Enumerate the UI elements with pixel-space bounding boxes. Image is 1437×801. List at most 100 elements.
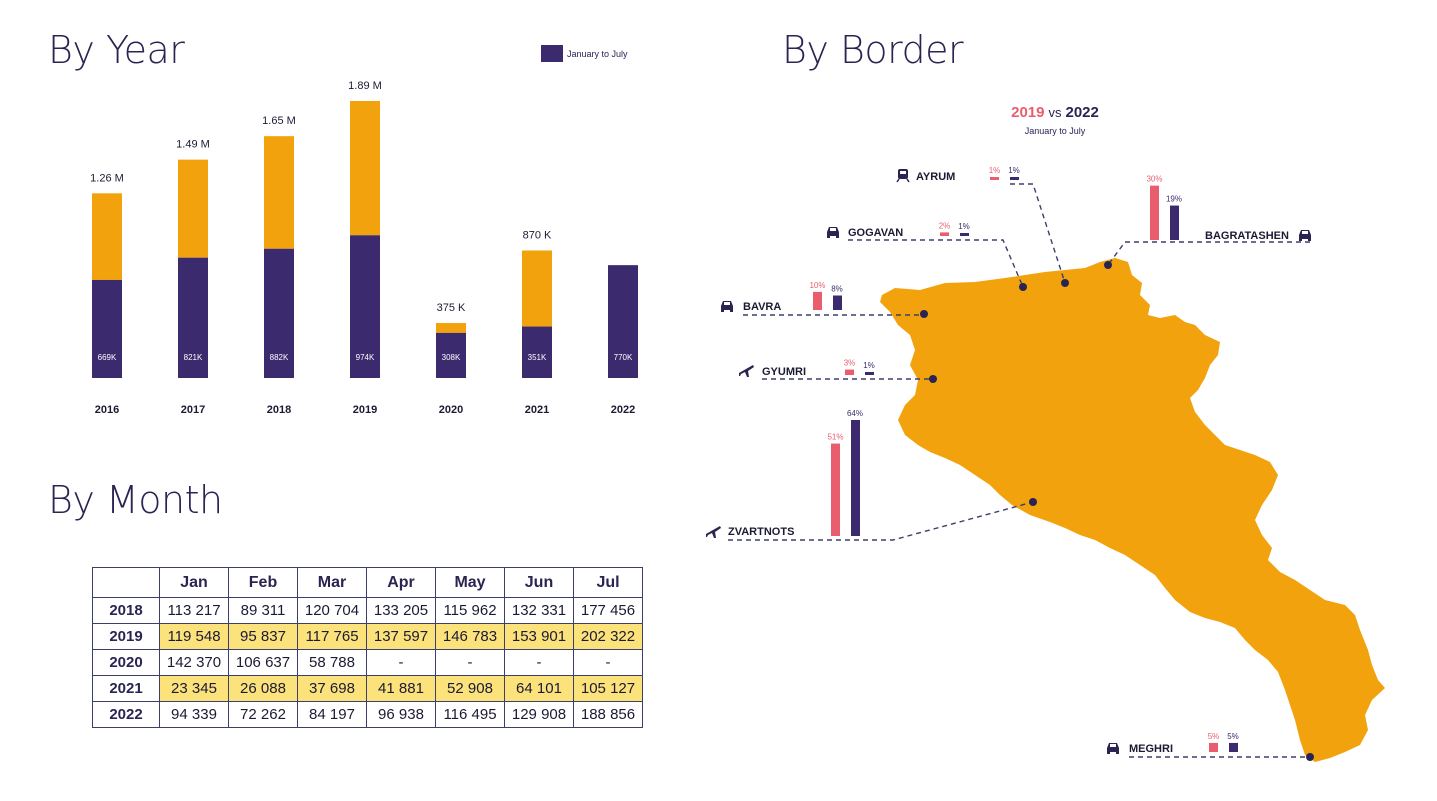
- bar-2022-gogavan: [960, 233, 969, 236]
- plane-icon: [739, 365, 754, 377]
- location-dot: [929, 375, 937, 383]
- value-label-2022: 8%: [831, 285, 843, 294]
- value-label-2022: 1%: [1008, 166, 1020, 175]
- jan-jul-value-label: 882K: [270, 353, 289, 362]
- table-cell: 132 331: [504, 597, 574, 624]
- by-month-title: By Month: [48, 478, 223, 522]
- x-tick-label: 2017: [181, 404, 205, 416]
- value-label-2022: 1%: [958, 222, 970, 231]
- car-icon: [827, 227, 839, 238]
- table-cell: 153 901: [504, 623, 574, 650]
- table-cell: -: [366, 649, 436, 676]
- total-value-label: 1.49 M: [176, 139, 210, 151]
- x-tick-label: 2020: [439, 404, 463, 416]
- jan-jul-bar-2020: [436, 332, 466, 378]
- border-subtitle: 2019 vs 2022: [1011, 104, 1099, 121]
- table-cell: 37 698: [297, 675, 367, 702]
- crossing-name-label: BAGRATASHEN: [1205, 230, 1289, 242]
- table-cell: 137 597: [366, 623, 436, 650]
- total-value-label: 1.65 M: [262, 115, 296, 127]
- value-label-2019: 51%: [827, 433, 843, 442]
- value-label-2019: 1%: [989, 166, 1001, 175]
- jan-jul-value-label: 351K: [528, 353, 547, 362]
- x-tick-label: 2019: [353, 404, 377, 416]
- leader-line: [848, 239, 1024, 288]
- value-label-2019: 5%: [1208, 732, 1220, 741]
- total-value-label: 375 K: [437, 302, 466, 314]
- total-bar-2018: [264, 136, 294, 249]
- crossing-name-label: GYUMRI: [762, 366, 806, 378]
- bar-2022-meghri: [1229, 742, 1238, 752]
- table-cell: 23 345: [159, 675, 229, 702]
- location-dot: [1019, 283, 1027, 291]
- by-month-table: Jan Feb Mar Apr May Jun Jul 2018 113 217 89 311 1…: [92, 567, 643, 728]
- total-bar-2020: [436, 323, 466, 333]
- value-label-2022: 19%: [1166, 195, 1182, 204]
- bar-2022-bavra: [833, 295, 842, 310]
- bar-2019-ayrum: [990, 177, 999, 180]
- value-label-2022: 1%: [863, 361, 875, 370]
- bar-2019-gogavan: [940, 232, 949, 236]
- border-crossing-zvartnots: ZVARTNOTS 51% 64%: [706, 409, 1037, 541]
- border-crossing-ayrum: AYRUM 1% 1%: [896, 166, 1069, 287]
- chart-legend: January to July: [541, 45, 628, 62]
- plane-icon: [706, 526, 721, 538]
- row-year-label: 2020: [92, 649, 160, 676]
- value-label-2022: 64%: [847, 409, 863, 418]
- table-cell: 188 856: [573, 701, 643, 728]
- bar-2019-bavra: [813, 291, 822, 310]
- total-bar-2017: [178, 159, 208, 258]
- table-row: 2022 94 339 72 262 84 197 96 938 116 495 129 9…: [92, 701, 643, 728]
- total-value-label: 1.26 M: [90, 172, 124, 184]
- row-year-label: 2022: [92, 701, 160, 728]
- by-year-chart: 669K 1.26 M 2016 821K 1.49 M 2017 882K 1.65 M 20…: [90, 80, 638, 416]
- subtitle-year-a: 2019: [1011, 104, 1044, 121]
- month-header-jul: Jul: [573, 567, 643, 598]
- border-crossing-gyumri: GYUMRI 3% 1%: [739, 359, 937, 383]
- table-cell: 115 962: [435, 597, 505, 624]
- jan-jul-bar-2022: [608, 265, 638, 378]
- train-icon: [896, 169, 910, 183]
- jan-jul-value-label: 974K: [356, 353, 375, 362]
- table-row: 2019 119 548 95 837 117 765 137 597 146 783 15…: [92, 623, 643, 650]
- leader-line: [1010, 183, 1066, 284]
- bar-2019-zvartnots: [831, 443, 840, 536]
- total-bar-2016: [92, 193, 122, 280]
- crossing-name-label: ZVARTNOTS: [728, 526, 794, 538]
- table-cell: 113 217: [159, 597, 229, 624]
- crossing-name-label: MEGHRI: [1129, 743, 1173, 755]
- bar-2022-zvartnots: [851, 420, 860, 536]
- total-bar-2019: [350, 101, 380, 236]
- location-dot: [920, 310, 928, 318]
- border-crossing-bagratashen: BAGRATASHEN 30% 19%: [1104, 175, 1311, 269]
- legend-label: January to July: [567, 48, 628, 59]
- car-icon: [721, 301, 733, 312]
- table-cell: 58 788: [297, 649, 367, 676]
- table-cell: 133 205: [366, 597, 436, 624]
- jan-jul-value-label: 308K: [442, 353, 461, 362]
- x-tick-label: 2018: [267, 404, 291, 416]
- jan-jul-value-label: 770K: [614, 353, 633, 362]
- table-cell: 96 938: [366, 701, 436, 728]
- table-cell: -: [435, 649, 505, 676]
- month-header-may: May: [435, 567, 505, 598]
- x-tick-label: 2022: [611, 404, 635, 416]
- car-icon: [1299, 230, 1311, 241]
- x-tick-label: 2016: [95, 404, 119, 416]
- table-header-row: Jan Feb Mar Apr May Jun Jul: [92, 567, 643, 598]
- total-bar-2021: [522, 250, 552, 327]
- table-cell: 26 088: [228, 675, 298, 702]
- border-crossing-meghri: MEGHRI 5% 5%: [1107, 732, 1314, 761]
- crossing-name-label: BAVRA: [743, 301, 781, 313]
- total-value-label: 870 K: [523, 229, 552, 241]
- x-tick-label: 2021: [525, 404, 549, 416]
- table-cell: 142 370: [159, 649, 229, 676]
- table-cell: -: [573, 649, 643, 676]
- table-cell: 94 339: [159, 701, 229, 728]
- table-cell: 72 262: [228, 701, 298, 728]
- value-label-2019: 30%: [1146, 175, 1162, 184]
- crossing-name-label: GOGAVAN: [848, 227, 903, 239]
- bar-2022-ayrum: [1010, 177, 1019, 180]
- location-dot: [1104, 261, 1112, 269]
- car-icon: [1107, 743, 1119, 754]
